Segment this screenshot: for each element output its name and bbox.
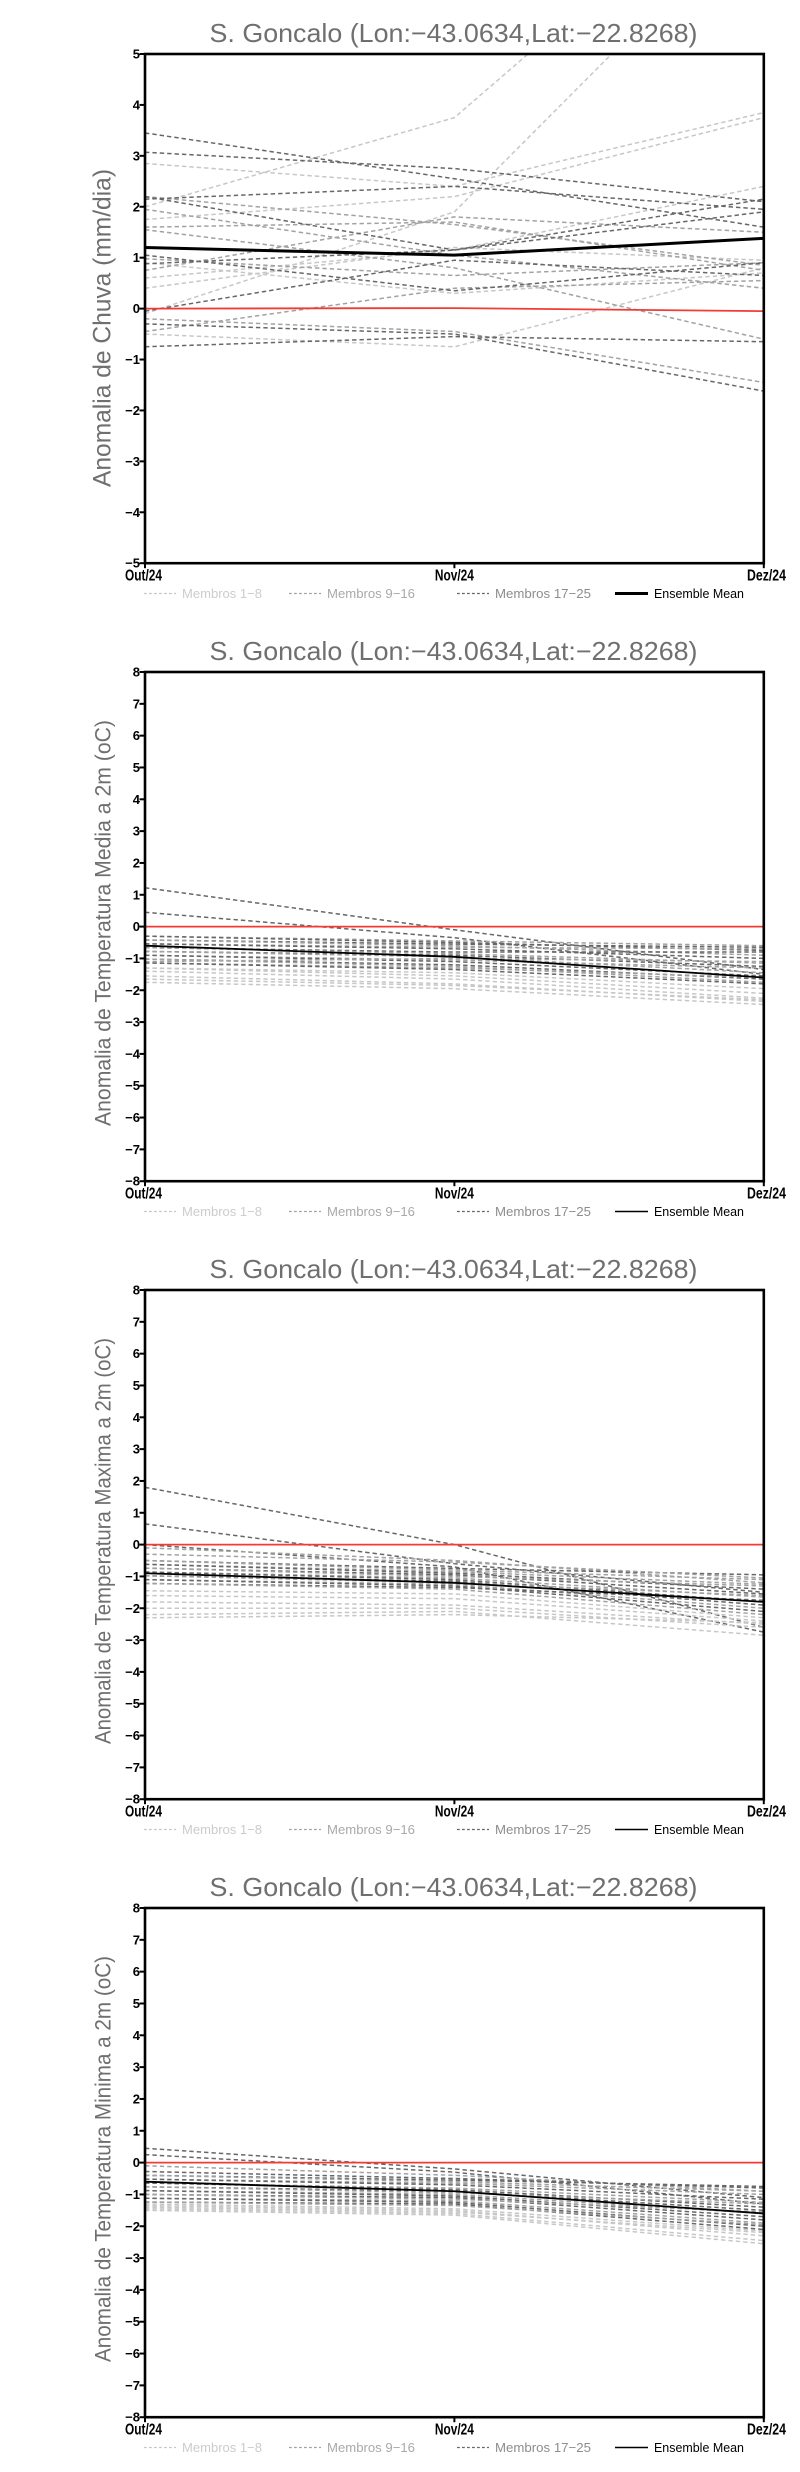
svg-text:8: 8 xyxy=(133,1283,140,1298)
svg-text:0: 0 xyxy=(133,2155,140,2170)
svg-text:Membros 17−25: Membros 17−25 xyxy=(495,2440,591,2455)
svg-text:−1: −1 xyxy=(125,352,140,367)
svg-text:−2: −2 xyxy=(125,1601,140,1616)
svg-text:8: 8 xyxy=(133,1901,140,1916)
svg-text:−3: −3 xyxy=(125,1633,140,1648)
svg-text:−1: −1 xyxy=(125,2187,140,2202)
svg-text:2: 2 xyxy=(133,856,140,871)
svg-text:−6: −6 xyxy=(125,2346,140,2361)
svg-text:Anomalia de Temperatura Minima: Anomalia de Temperatura Minima a 2m (oC) xyxy=(91,1956,116,2362)
svg-text:8: 8 xyxy=(133,665,140,680)
svg-text:Out/24: Out/24 xyxy=(125,1186,162,1203)
svg-text:5: 5 xyxy=(133,1378,140,1393)
svg-text:Out/24: Out/24 xyxy=(125,1804,162,1821)
svg-text:Nov/24: Nov/24 xyxy=(435,568,474,585)
svg-text:0: 0 xyxy=(133,1537,140,1552)
svg-text:5: 5 xyxy=(133,760,140,775)
svg-text:6: 6 xyxy=(133,728,140,743)
svg-text:−8: −8 xyxy=(125,1174,140,1189)
svg-text:6: 6 xyxy=(133,1964,140,1979)
svg-text:4: 4 xyxy=(133,1410,141,1425)
svg-text:Dez/24: Dez/24 xyxy=(747,1186,786,1203)
svg-text:Membros 17−25: Membros 17−25 xyxy=(495,586,591,601)
svg-text:S. Goncalo (Lon:−43.0634,Lat:−: S. Goncalo (Lon:−43.0634,Lat:−22.8268) xyxy=(210,1254,698,1284)
svg-text:2: 2 xyxy=(133,2092,140,2107)
svg-text:4: 4 xyxy=(133,792,141,807)
svg-text:Ensemble Mean: Ensemble Mean xyxy=(654,586,744,601)
svg-text:7: 7 xyxy=(133,1314,140,1329)
svg-text:Anomalia de Temperatura Maxima: Anomalia de Temperatura Maxima a 2m (oC) xyxy=(91,1338,116,1744)
svg-text:1: 1 xyxy=(133,2123,140,2138)
svg-text:Ensemble Mean: Ensemble Mean xyxy=(654,1204,744,1219)
svg-text:−5: −5 xyxy=(125,2314,140,2329)
svg-text:3: 3 xyxy=(133,2060,140,2075)
svg-text:−5: −5 xyxy=(125,556,140,571)
svg-text:Membros 9−16: Membros 9−16 xyxy=(327,2440,415,2455)
svg-text:−4: −4 xyxy=(125,2282,141,2297)
svg-text:−7: −7 xyxy=(125,1760,140,1775)
svg-text:−4: −4 xyxy=(125,1664,141,1679)
svg-text:−6: −6 xyxy=(125,1110,140,1125)
svg-text:−5: −5 xyxy=(125,1078,140,1093)
svg-text:5: 5 xyxy=(133,1996,140,2011)
svg-text:Membros 1−8: Membros 1−8 xyxy=(182,1822,262,1837)
svg-text:Nov/24: Nov/24 xyxy=(435,2422,474,2439)
svg-text:−2: −2 xyxy=(125,983,140,998)
svg-text:3: 3 xyxy=(133,824,140,839)
svg-text:Ensemble Mean: Ensemble Mean xyxy=(654,2440,744,2455)
svg-text:3: 3 xyxy=(133,1442,140,1457)
svg-text:−7: −7 xyxy=(125,2378,140,2393)
svg-text:−3: −3 xyxy=(125,1015,140,1030)
svg-text:S. Goncalo (Lon:−43.0634,Lat:−: S. Goncalo (Lon:−43.0634,Lat:−22.8268) xyxy=(210,1872,698,1902)
svg-text:Nov/24: Nov/24 xyxy=(435,1186,474,1203)
svg-text:−1: −1 xyxy=(125,1569,140,1584)
svg-text:−4: −4 xyxy=(125,1046,141,1061)
svg-text:Membros 9−16: Membros 9−16 xyxy=(327,1204,415,1219)
svg-text:S. Goncalo (Lon:−43.0634,Lat:−: S. Goncalo (Lon:−43.0634,Lat:−22.8268) xyxy=(210,636,698,666)
svg-text:Membros 17−25: Membros 17−25 xyxy=(495,1822,591,1837)
svg-text:7: 7 xyxy=(133,1932,140,1947)
svg-text:Nov/24: Nov/24 xyxy=(435,1804,474,1821)
svg-text:Membros 1−8: Membros 1−8 xyxy=(182,586,262,601)
svg-text:Dez/24: Dez/24 xyxy=(747,1804,786,1821)
svg-text:Anomalia de Chuva (mm/dia): Anomalia de Chuva (mm/dia) xyxy=(89,169,117,487)
svg-text:−6: −6 xyxy=(125,1728,140,1743)
svg-text:5: 5 xyxy=(133,47,140,62)
svg-text:Membros 9−16: Membros 9−16 xyxy=(327,586,415,601)
svg-text:−3: −3 xyxy=(125,454,140,469)
svg-text:Membros 9−16: Membros 9−16 xyxy=(327,1822,415,1837)
svg-text:−8: −8 xyxy=(125,1792,140,1807)
svg-text:−8: −8 xyxy=(125,2410,140,2425)
svg-text:Dez/24: Dez/24 xyxy=(747,2422,786,2439)
svg-text:2: 2 xyxy=(133,199,140,214)
svg-text:−3: −3 xyxy=(125,2251,140,2266)
svg-text:Out/24: Out/24 xyxy=(125,568,162,585)
svg-text:2: 2 xyxy=(133,1474,140,1489)
svg-text:Ensemble Mean: Ensemble Mean xyxy=(654,1822,744,1837)
svg-text:4: 4 xyxy=(133,2028,141,2043)
svg-text:−4: −4 xyxy=(125,505,141,520)
svg-text:Membros 1−8: Membros 1−8 xyxy=(182,1204,262,1219)
svg-text:4: 4 xyxy=(133,97,141,112)
svg-text:−2: −2 xyxy=(125,403,140,418)
svg-text:S. Goncalo (Lon:−43.0634,Lat:−: S. Goncalo (Lon:−43.0634,Lat:−22.8268) xyxy=(210,18,698,48)
svg-text:−5: −5 xyxy=(125,1696,140,1711)
svg-text:7: 7 xyxy=(133,696,140,711)
svg-text:0: 0 xyxy=(133,301,140,316)
svg-text:−1: −1 xyxy=(125,951,140,966)
svg-text:6: 6 xyxy=(133,1346,140,1361)
svg-text:Membros 1−8: Membros 1−8 xyxy=(182,2440,262,2455)
svg-text:Anomalia de Temperatura Media: Anomalia de Temperatura Media a 2m (oC) xyxy=(91,720,116,1126)
svg-text:0: 0 xyxy=(133,919,140,934)
svg-text:−2: −2 xyxy=(125,2219,140,2234)
svg-text:1: 1 xyxy=(133,250,140,265)
svg-text:1: 1 xyxy=(133,1505,140,1520)
svg-text:Dez/24: Dez/24 xyxy=(747,568,786,585)
svg-text:1: 1 xyxy=(133,887,140,902)
svg-text:−7: −7 xyxy=(125,1142,140,1157)
svg-text:Out/24: Out/24 xyxy=(125,2422,162,2439)
svg-text:Membros 17−25: Membros 17−25 xyxy=(495,1204,591,1219)
svg-text:3: 3 xyxy=(133,148,140,163)
